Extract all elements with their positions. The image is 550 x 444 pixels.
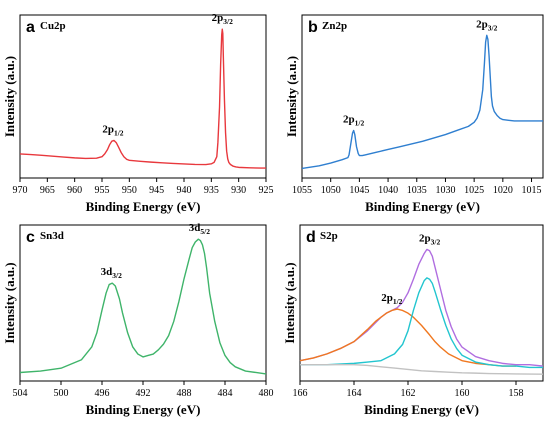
peak-label-sub: 1/2 [114,128,124,137]
x-tick-label: 1040 [378,185,398,196]
x-tick-label: 500 [54,388,69,399]
panel-title: S2p [320,230,338,242]
x-tick-label: 930 [231,185,246,196]
panel-letter: d [306,229,316,246]
x-tick-label: 950 [122,185,137,196]
x-tick-label: 1020 [493,185,513,196]
x-tick-label: 1025 [464,185,484,196]
x-tick-label: 488 [177,388,192,399]
peak-label-sub: 5/2 [200,227,210,236]
peak-label-main: 2p [419,232,431,244]
peak-label-sub: 3/2 [223,17,233,26]
x-tick-label: 496 [95,388,110,399]
peak-label-main: 3d [189,222,201,234]
x-tick-label: 484 [218,388,233,399]
peak-label-main: 2p [381,292,393,304]
x-tick-label: 492 [136,388,151,399]
peak-label-sub: 3/2 [431,237,441,246]
panel-letter: b [308,19,318,36]
x-axis-label: Binding Energy (eV) [365,199,480,214]
peak-label-main: 2p [102,123,114,135]
x-tick-label: 925 [259,185,274,196]
x-axis-label: Binding Energy (eV) [86,402,201,417]
x-tick-label: 1030 [435,185,455,196]
plot-frame [301,14,544,179]
peak-label-main: 2p [343,113,355,125]
peak-label: 2p3/2 [212,12,233,26]
peak-label: 2p1/2 [102,123,123,137]
panel-b: 1055 1050 1045 1040 1035 1030 1025 1020 1015 b Zn2… [284,14,544,214]
panel-letter: a [26,19,35,36]
x-tick-label: 955 [95,185,110,196]
series-line-1 [299,248,544,367]
series-line-3 [300,277,543,369]
plot-frame [19,224,267,382]
x-tick-label: 935 [204,185,219,196]
peak-label: 3d3/2 [101,266,122,280]
x-tick-label: 1045 [349,185,369,196]
series-line-1 [301,34,543,170]
panel-title: Sn3d [40,230,64,242]
panel-letter: c [26,229,35,246]
x-tick-label: 162 [401,388,416,399]
peak-label: 2p3/2 [476,18,497,32]
x-tick-label: 960 [67,185,82,196]
peak-label-sub: 1/2 [393,297,403,306]
x-axis-label: Binding Energy (eV) [86,199,201,214]
panel-title: Cu2p [40,20,66,32]
x-axis-label: Binding Energy (eV) [364,402,479,417]
x-tick-label: 945 [149,185,164,196]
panel-a: 970 965 960 955 950 945 940 935 930 925 a Cu2p Bindi… [2,12,274,214]
x-tick-label: 504 [13,388,28,399]
y-axis-label: Intensity (a.u.) [284,56,299,137]
series-line-1 [19,28,266,169]
peak-label: 2p1/2 [381,292,402,306]
x-tick-label: 164 [347,388,362,399]
y-axis-label: Intensity (a.u.) [2,262,17,343]
x-tick-label: 160 [455,388,470,399]
peak-label-main: 3d [101,266,113,278]
x-tick-label: 1035 [407,185,427,196]
x-tick-label: 970 [13,185,28,196]
y-axis-label: Intensity (a.u.) [2,56,17,137]
x-tick-label: 965 [40,185,55,196]
peak-label-sub: 3/2 [112,271,122,280]
panel-c: 504 500 496 492 488 484 480 c Sn3d Binding Energy… [2,222,274,417]
series-line-1 [19,238,267,375]
plot-frame [19,14,267,179]
x-tick-label: 480 [259,388,274,399]
x-tick-label: 940 [177,185,192,196]
x-tick-label: 158 [509,388,524,399]
peak-label: 3d5/2 [189,222,210,236]
peak-label-main: 2p [476,18,488,30]
panel-d: 166 164 162 160 158 d S2p Binding Energy (eV) In… [282,224,544,417]
series-line-2 [299,308,516,367]
y-axis-label: Intensity (a.u.) [282,262,297,343]
peak-label-sub: 1/2 [355,118,365,127]
peak-label: 2p1/2 [343,113,364,127]
plot-frame [299,224,544,382]
x-tick-label: 1055 [292,185,312,196]
peak-label-main: 2p [212,12,224,24]
series-line-4 [300,364,544,375]
peak-label: 2p3/2 [419,232,440,246]
peak-label-sub: 3/2 [488,23,498,32]
x-tick-label: 166 [293,388,308,399]
x-tick-label: 1015 [522,185,542,196]
panel-title: Zn2p [322,20,347,32]
x-tick-label: 1050 [321,185,341,196]
